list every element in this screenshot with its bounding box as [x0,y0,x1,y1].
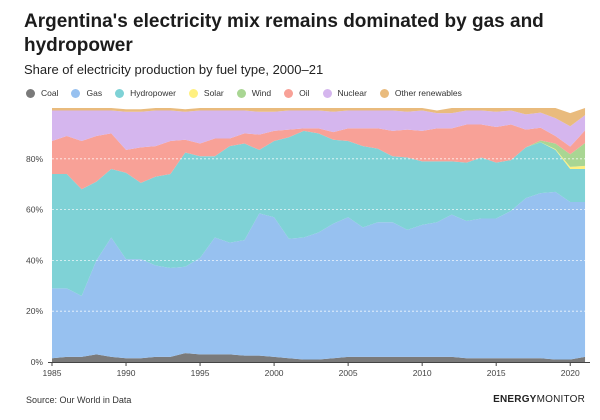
legend-item-solar: Solar [188,88,224,98]
x-tick-label: 2020 [561,368,580,378]
legend-label: Solar [203,88,224,98]
legend-label: Hydropower [130,88,176,98]
legend-item-nuclear: Nuclear [322,88,367,98]
legend-label: Other renewables [394,88,462,98]
series-area-oil [52,124,586,190]
legend-item-wind: Wind [236,88,272,98]
legend-swatch [115,88,125,98]
legend-item-oil: Oil [284,88,310,98]
legend-item-gas: Gas [71,88,102,98]
x-tick-label: 2015 [487,368,506,378]
legend-label: Wind [251,88,272,98]
legend-swatch [322,88,332,98]
legend-label: Coal [41,88,59,98]
x-tick-label: 1990 [117,368,136,378]
legend-swatch [236,88,246,98]
source-note: Source: Our World in Data [26,395,132,405]
x-tick-label: 1995 [191,368,210,378]
x-tick-label: 2005 [339,368,358,378]
brand-strong: ENERGY [493,394,537,405]
y-tick-label: 20% [26,306,43,316]
legend-label: Gas [86,88,103,98]
y-tick-label: 0% [31,357,44,367]
chart-subtitle: Share of electricity production by fuel … [24,62,324,77]
series-area-coal [52,353,586,362]
legend-item-hydropower: Hydropower [115,88,176,98]
series-area-hydropower [52,130,586,296]
series-area-gas [52,191,586,360]
legend-swatch [26,88,35,98]
legend: Coal Gas Hydropower Solar Wind Oil Nuclear Othe… [26,86,475,100]
legend-swatch [188,88,198,98]
legend-swatch [379,88,389,98]
legend-swatch [71,88,81,98]
legend-item-coal: Coal [26,88,58,98]
legend-swatch [284,88,294,98]
x-tick-label: 1985 [43,368,62,378]
y-tick-label: 80% [26,154,43,164]
chart-title: Argentina's electricity mix remains domi… [24,11,544,56]
x-tick-label: 2010 [413,368,432,378]
brand-rest: MONITOR [536,394,585,405]
brand-logo: ENERGYMONITOR [493,394,585,405]
series-area-other-renewables [52,108,586,127]
series-area-nuclear [52,110,586,150]
x-tick-label: 2000 [265,368,284,378]
legend-label: Oil [299,88,310,98]
legend-label: Nuclear [337,88,367,98]
legend-item-other-renewables: Other renewables [379,88,462,98]
y-tick-label: 60% [26,205,43,215]
y-tick-label: 40% [26,255,43,265]
